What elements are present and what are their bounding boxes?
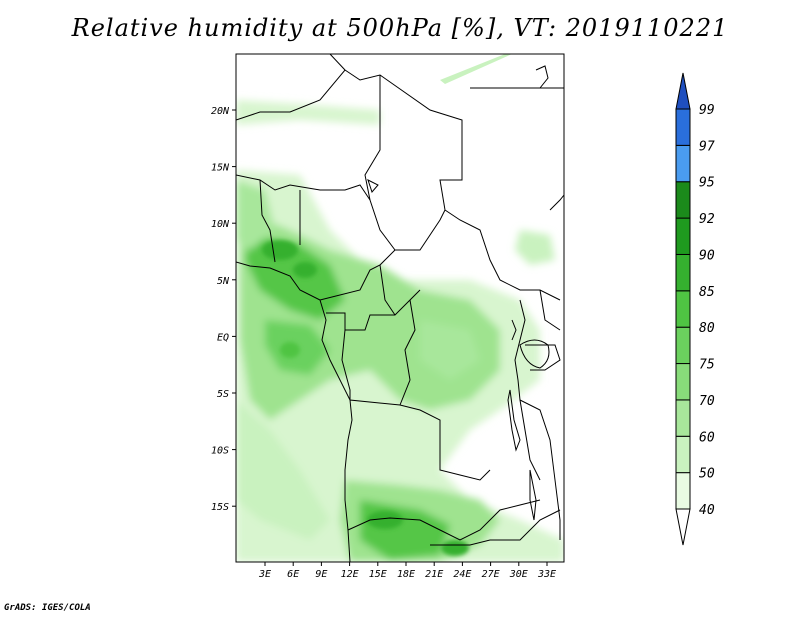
humidity-region-west-edge [236, 180, 275, 250]
humidity-cell-3 [367, 511, 403, 529]
colorbar-label: 80 [699, 321, 715, 336]
longitude-axis: 3E 6E 9E 12E 15E 18E 21E 24E 27E 30E 33E [258, 562, 556, 580]
border-west-4 [319, 249, 396, 301]
humidity-region-southwest-band [236, 400, 330, 540]
lat-tick-label: 15S [211, 502, 229, 513]
border-south-1 [347, 499, 541, 541]
border-east-4 [519, 399, 561, 540]
lon-tick-label: 3E [258, 569, 271, 580]
lon-tick-label: 24E [453, 569, 471, 580]
lat-tick-label: 15N [211, 163, 230, 174]
lake-malawi [529, 469, 537, 521]
colorbar-max-arrow [675, 72, 691, 110]
colorbar-label: 60 [699, 430, 715, 445]
colorbar-label: 70 [699, 394, 715, 409]
lon-tick-label: 12E [341, 569, 359, 580]
lon-tick-label: 33E [537, 569, 556, 580]
colorbar-swatch [675, 472, 691, 510]
border-west-1 [236, 174, 371, 201]
colorbar-label: 92 [699, 212, 715, 227]
border-east-1 [514, 299, 541, 481]
humidity-cell-1 [262, 240, 298, 260]
colorbar-swatch [675, 108, 691, 146]
lon-tick-label: 6E [287, 569, 299, 580]
border-central-3 [341, 329, 491, 481]
colorbar-swatch [675, 290, 691, 328]
humidity-region-north-band [236, 100, 380, 125]
humidity-cell-5 [280, 342, 300, 358]
coastline-west-africa [236, 261, 353, 562]
footer-credit: GrADS: IGES/COLA [4, 603, 91, 613]
lake-albert [511, 319, 517, 341]
humidity-region-east-patch [420, 320, 480, 380]
country-borders [236, 54, 564, 562]
lon-tick-label: 21E [425, 569, 443, 580]
map-frame [235, 53, 565, 563]
colorbar-swatch [675, 181, 691, 219]
map-title: Relative humidity at 500hPa [%], VT: 201… [71, 14, 729, 42]
colorbar-swatch [675, 144, 691, 183]
colorbar-label: 85 [699, 285, 715, 300]
colorbar-label: 50 [699, 467, 715, 482]
border-east-2 [539, 289, 561, 331]
colorbar-label: 90 [699, 248, 715, 263]
border-south-2 [430, 509, 561, 546]
colorbar-label: 97 [699, 139, 715, 154]
lon-tick-label: 15E [369, 569, 387, 580]
latitude-axis: 20N 15N 10N 5N EQ 5S 10S 15S [211, 106, 236, 513]
border-central-2 [379, 264, 396, 316]
lat-tick-label: 20N [211, 106, 230, 117]
lon-tick-label: 9E [315, 569, 327, 580]
colorbar-label: 40 [699, 503, 715, 518]
colorbar-min-arrow [675, 508, 691, 546]
lat-tick-label: 5N [217, 276, 230, 287]
humidity-jet-streak [440, 54, 512, 84]
border-west-2 [259, 179, 276, 263]
lat-tick-label: EQ [217, 332, 229, 343]
colorbar-swatch [675, 435, 691, 474]
lat-tick-label: 10S [211, 446, 229, 457]
border-north-2 [329, 54, 346, 71]
lon-tick-label: 18E [397, 569, 415, 580]
colorbar-swatch [675, 253, 691, 292]
humidity-cell-4 [441, 540, 469, 556]
colorbar-swatch [675, 399, 691, 437]
colorbar-label: 75 [699, 358, 715, 373]
lon-tick-label: 30E [509, 569, 528, 580]
humidity-region-east-cell [515, 230, 555, 265]
lake-victoria [519, 339, 550, 369]
border-east-3 [525, 344, 561, 371]
lake-chad [367, 179, 379, 193]
colorbar-label: 99 [699, 103, 715, 118]
border-east-ethiopia [549, 194, 564, 211]
lat-tick-label: 10N [211, 219, 230, 230]
colorbar: 40 50 60 70 75 80 85 90 92 95 97 99 [675, 72, 715, 546]
border-central-1 [326, 289, 421, 331]
coastline-east [535, 65, 549, 89]
colorbar-swatch [675, 326, 691, 365]
humidity-cell-2 [293, 262, 317, 278]
lon-tick-label: 27E [482, 569, 500, 580]
border-central-4 [399, 299, 416, 406]
colorbar-label: 95 [699, 176, 715, 191]
humidity-field [236, 54, 564, 562]
border-north-3 [364, 75, 446, 251]
colorbar-swatch [675, 217, 691, 255]
lake-tanganyika [507, 389, 521, 452]
border-north-1 [236, 69, 561, 301]
colorbar-swatch [675, 363, 691, 401]
lat-tick-label: 5S [217, 389, 229, 400]
